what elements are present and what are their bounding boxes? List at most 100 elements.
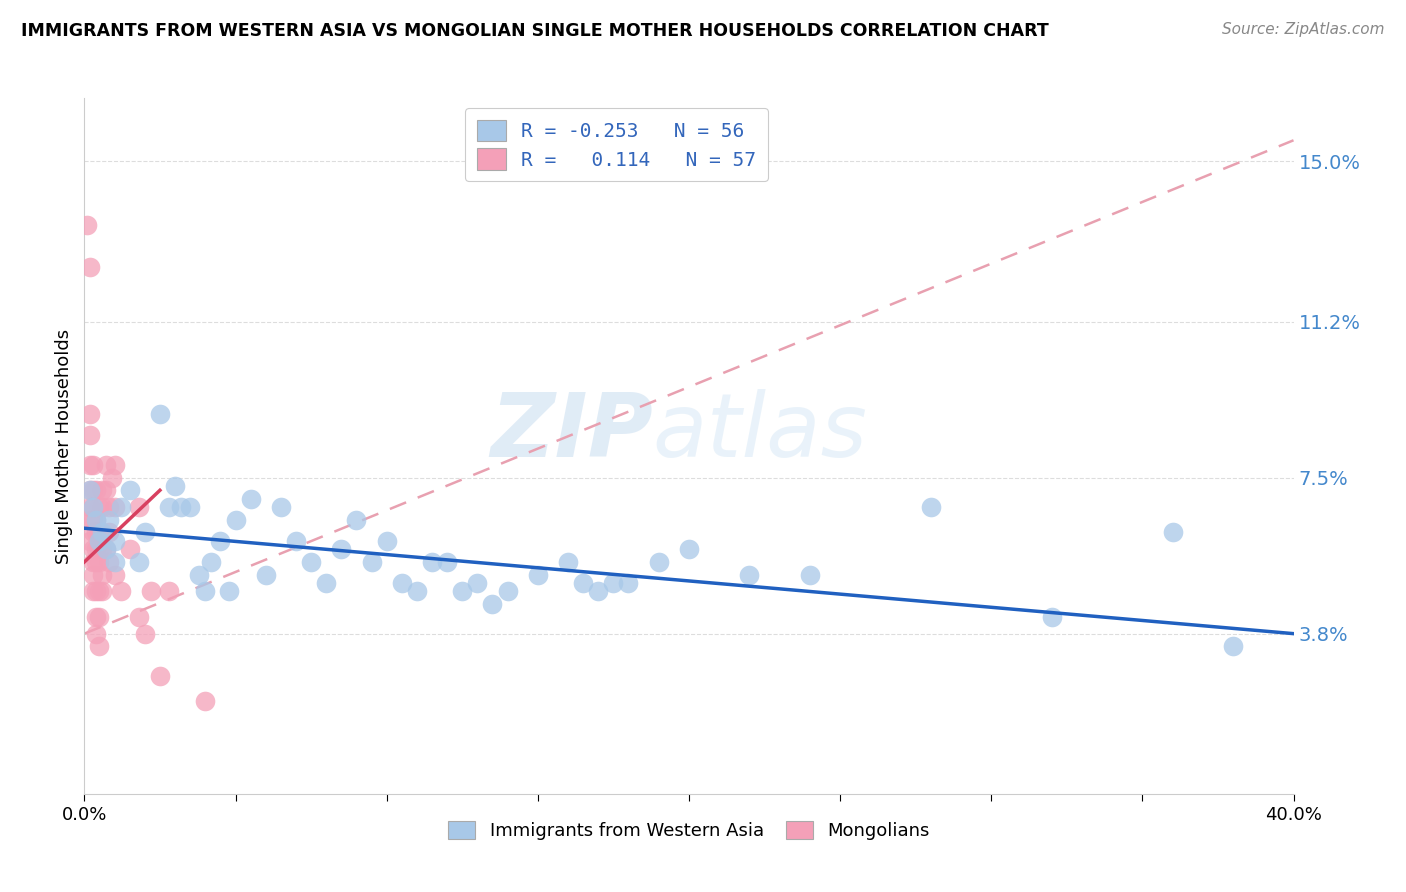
Point [451,584,474,599]
Point [91,567,114,582]
Point [79,483,101,498]
Point [82,458,104,472]
Y-axis label: Single Mother Households: Single Mother Households [55,328,73,564]
Point [1222,640,1244,654]
Point [82,513,104,527]
Point [86,525,108,540]
Point [79,533,101,548]
Point [209,533,232,548]
Point [299,555,322,569]
Point [239,491,262,506]
Text: Source: ZipAtlas.com: Source: ZipAtlas.com [1222,22,1385,37]
Point [104,567,127,582]
Point [104,555,127,569]
Point [91,584,114,599]
Point [82,500,104,515]
Point [82,525,104,540]
Point [391,576,413,591]
Point [91,542,114,557]
Point [375,533,398,548]
Text: atlas: atlas [652,389,868,475]
Point [330,542,353,557]
Point [254,567,277,582]
Point [118,542,141,557]
Point [179,500,201,515]
Point [678,542,700,557]
Point [188,567,211,582]
Point [97,555,120,569]
Point [194,584,217,599]
Point [97,525,120,540]
Point [496,584,519,599]
Point [134,626,156,640]
Point [82,567,104,582]
Point [157,584,180,599]
Text: IMMIGRANTS FROM WESTERN ASIA VS MONGOLIAN SINGLE MOTHER HOUSEHOLDS CORRELATION C: IMMIGRANTS FROM WESTERN ASIA VS MONGOLIA… [21,22,1049,40]
Point [86,584,108,599]
Point [82,542,104,557]
Point [89,640,111,654]
Point [218,584,240,599]
Point [602,576,624,591]
Point [86,542,108,557]
Point [467,576,489,591]
Point [97,513,120,527]
Point [270,500,292,515]
Point [118,483,141,498]
Point [82,483,104,498]
Point [170,500,193,515]
Point [200,555,222,569]
Point [89,584,111,599]
Point [79,500,101,515]
Point [79,513,101,527]
Point [557,555,579,569]
Point [82,500,104,515]
Point [110,584,132,599]
Point [149,408,172,422]
Point [89,542,111,557]
Point [920,500,942,515]
Point [194,694,217,708]
Point [76,218,98,232]
Point [588,584,610,599]
Point [285,533,308,548]
Point [346,513,368,527]
Point [86,626,108,640]
Point [91,500,114,515]
Point [139,584,162,599]
Point [128,500,150,515]
Point [94,542,117,557]
Point [94,542,117,557]
Point [527,567,550,582]
Point [86,555,108,569]
Point [1040,609,1063,624]
Point [128,555,150,569]
Point [79,428,101,442]
Point [89,500,111,515]
Point [481,597,503,611]
Point [89,525,111,540]
Point [89,555,111,569]
Point [97,500,120,515]
Point [799,567,821,582]
Point [79,408,101,422]
Point [149,669,172,683]
Point [134,525,156,540]
Point [104,533,127,548]
Point [617,576,640,591]
Legend: Immigrants from Western Asia, Mongolians: Immigrants from Western Asia, Mongolians [441,814,936,847]
Point [94,458,117,472]
Point [79,260,101,274]
Point [89,533,111,548]
Point [82,555,104,569]
Point [648,555,671,569]
Point [86,609,108,624]
Point [315,576,337,591]
Point [82,584,104,599]
Point [225,513,247,527]
Point [572,576,595,591]
Point [91,483,114,498]
Point [104,500,127,515]
Point [110,500,132,515]
Point [738,567,761,582]
